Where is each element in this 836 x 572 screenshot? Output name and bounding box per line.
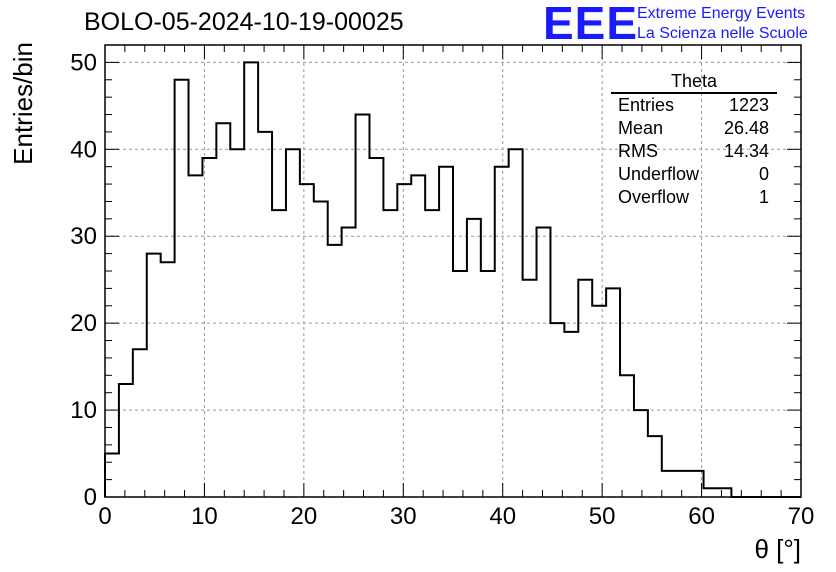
histogram-bin [564,332,578,497]
histogram-bin [189,175,203,497]
histogram-bin [606,288,620,497]
stat-value: 26.48 [723,118,769,138]
x-tick-label: 70 [788,503,815,530]
histogram-bin [578,280,592,497]
organization-text: Extreme Energy Events La Scienza nelle S… [637,4,808,44]
histogram-bin [147,254,161,497]
histogram-bin [105,454,119,497]
stat-label: Underflow [618,164,700,184]
histogram-bin [356,115,370,497]
histogram-bin [467,219,481,497]
eee-logo: EEE [543,0,639,49]
histogram-outline [104,61,801,498]
histogram-bin [314,201,328,497]
stat-value: 1 [758,187,769,207]
x-tick-label: 10 [191,503,218,530]
x-tick-label: 40 [489,503,516,530]
x-tick-label: 0 [98,503,111,530]
histogram-bin [453,271,467,497]
stat-row-mean: Mean 26.48 [611,117,777,140]
histogram-bin [523,280,537,497]
histogram-bin [620,375,634,497]
histogram-bin [300,184,314,497]
y-tick-label: 0 [84,484,97,511]
organization-line-2: La Scienza nelle Scuole [637,25,808,42]
stat-row-rms: RMS 14.34 [611,140,777,163]
stat-label: Entries [618,95,675,115]
histogram-bin [481,271,495,497]
stat-value: 0 [758,164,769,184]
x-tick-label: 50 [589,503,616,530]
histogram-bin [704,488,718,497]
x-tick-label: 60 [688,503,715,530]
stat-row-entries: Entries 1223 [611,94,777,117]
x-axis-label: θ [°] [754,534,801,564]
histogram-bin [272,210,286,497]
stat-label: Overflow [618,187,690,207]
stat-value: 1223 [728,95,769,115]
y-tick-label: 10 [70,397,97,424]
y-tick-label: 30 [70,223,97,250]
histogram-bin [342,228,356,497]
stat-label: RMS [618,141,658,161]
stat-label: Mean [618,118,664,138]
chart-title: BOLO-05-2024-10-19-00025 [84,8,404,36]
histogram-bin [328,245,342,497]
histogram-bin [397,184,411,497]
histogram-bin [676,471,690,497]
statistics-box: Theta Entries 1223 Mean 26.48 RMS 14.34 … [611,70,777,209]
histogram-bin [383,210,397,497]
histogram-bin [411,175,425,497]
histogram-bin [369,158,383,497]
histogram-bin [175,80,189,497]
y-axis-label: Entries/bin [8,42,38,165]
histogram-bin [717,488,731,497]
x-tick-label: 20 [291,503,318,530]
y-tick-label: 20 [70,310,97,337]
x-tick-label: 30 [390,503,417,530]
histogram-bin [216,123,230,497]
histogram-bin [634,410,648,497]
histogram-bin [592,306,606,497]
histogram-bin [119,384,133,497]
histogram-bin [161,262,175,497]
histogram-bin [439,167,453,497]
y-tick-label: 40 [70,136,97,163]
histogram-bin [425,210,439,497]
histogram-bin [648,436,662,497]
histogram-bin [537,228,551,497]
histogram-bin [244,62,258,497]
stat-value: 14.34 [723,141,769,161]
stat-row-overflow: Overflow 1 [611,186,777,209]
y-tick-label: 50 [70,49,97,76]
statistics-title: Theta [611,70,777,94]
stat-row-underflow: Underflow 0 [611,163,777,186]
histogram-bin [662,471,676,497]
histogram-bin [495,167,509,497]
histogram-bin [133,349,147,497]
organization-line-1: Extreme Energy Events [637,5,806,22]
histogram-bin [258,132,272,497]
